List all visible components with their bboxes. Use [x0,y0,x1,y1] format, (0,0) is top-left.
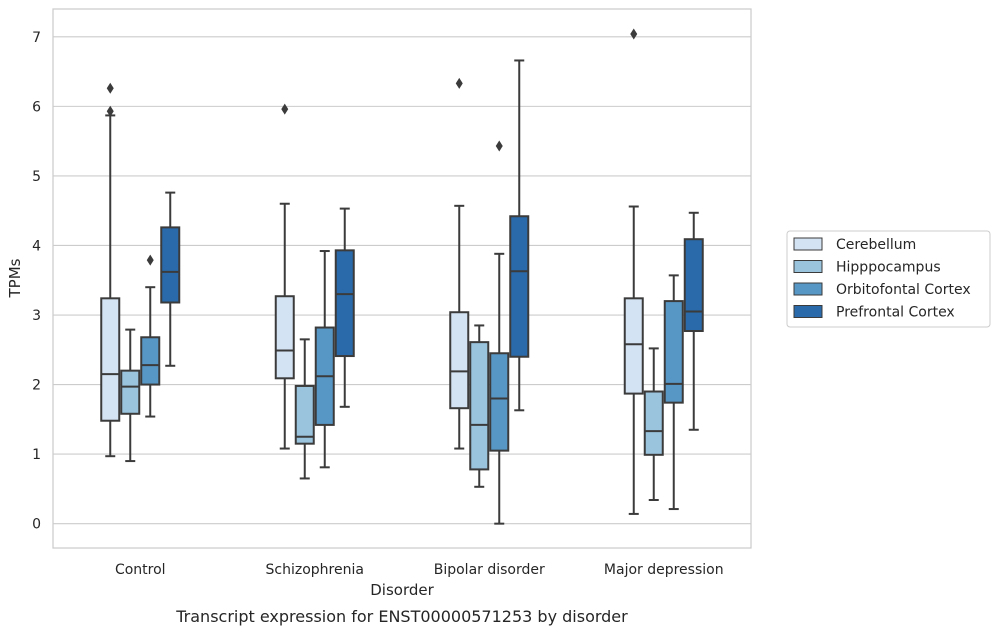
y-tick-label-4: 4 [32,238,41,254]
box-body [683,238,704,333]
box-0-3 [623,28,644,515]
box-body [663,300,684,404]
legend-swatch-0 [793,237,823,251]
box-1-1 [294,338,315,480]
y-tick-labels: 0 1 2 3 4 5 6 7 [32,30,41,533]
y-tick-label-3: 3 [32,308,41,324]
box-3-3 [683,211,704,431]
box-2-1 [314,250,335,469]
outlier-point-0 [455,77,463,89]
x-tick-label-2: Bipolar disorder [434,562,545,578]
outlier-point-0 [495,140,503,152]
x-tick-label-3: Major depression [604,562,724,578]
box-groups [100,28,704,525]
y-tick-label-6: 6 [32,99,41,115]
legend-label-1: Hipppocampus [836,260,941,276]
box-0-2 [449,77,470,450]
box-2-3 [663,274,684,511]
outlier-point-0 [630,28,638,40]
box-body [509,215,530,358]
box-body [160,226,181,304]
outlier-point-1 [106,82,114,94]
outlier-point-0 [146,254,154,266]
box-1-0 [120,328,141,463]
box-body [643,390,664,456]
legend-swatch-3 [793,305,823,318]
box-body [469,341,490,471]
x-tick-label-0: Control [115,562,166,578]
box-2-2 [489,140,510,525]
box-body [294,384,315,445]
box-body [489,352,510,452]
box-0-1 [274,103,295,450]
legend-label-3: Prefrontal Cortex [836,305,955,321]
legend: Cerebellum Hipppocampus Orbitofontal Corte… [786,230,991,328]
chart-caption: Transcript expression for ENST0000057125… [175,607,628,626]
box-body [623,297,644,395]
box-body [274,295,295,380]
y-tick-label-2: 2 [32,378,41,394]
plot-background [53,9,751,548]
legend-swatch-2 [793,282,823,296]
box-3-2 [509,59,530,412]
box-2-0 [140,254,161,418]
legend-frame [786,230,991,328]
outlier-point-0 [106,105,114,117]
box-3-0 [160,191,181,367]
x-tick-labels: Control Schizophrenia Bipolar disorder Majo… [115,562,724,578]
y-tick-label-1: 1 [32,447,41,463]
box-1-3 [643,347,664,502]
box-body [120,369,141,415]
box-body [140,336,161,386]
y-tick-label-0: 0 [32,517,41,533]
box-1-2 [469,324,490,488]
plot-frame [52,8,752,549]
box-3-1 [334,207,355,408]
outlier-point-0 [281,103,289,115]
y-tick-label-7: 7 [32,30,41,46]
x-tick-label-1: Schizophrenia [266,562,364,578]
legend-swatch-1 [793,260,823,273]
box-body [334,249,355,358]
legend-label-2: Orbitofontal Cortex [836,282,971,298]
box-body [100,297,121,422]
y-tick-label-5: 5 [32,169,41,185]
y-axis-label: TPMs [6,258,24,298]
legend-label-0: Cerebellum [836,237,916,253]
box-0-0 [100,82,121,458]
x-axis-label: Disorder [370,581,434,599]
box-body [449,311,470,410]
